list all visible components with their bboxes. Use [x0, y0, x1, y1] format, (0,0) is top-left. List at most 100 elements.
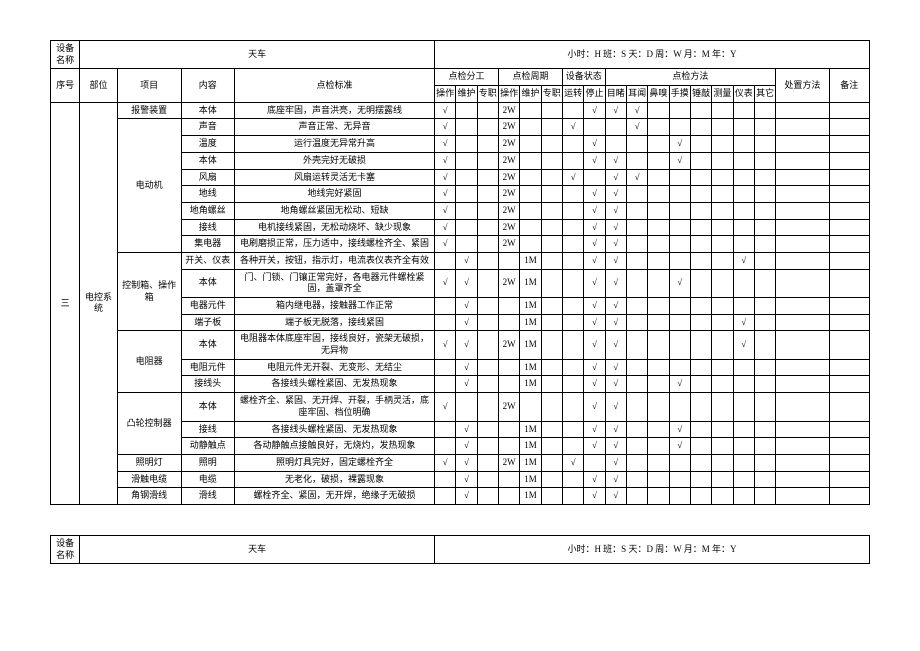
hdr-group-cycle: 点检周期 [498, 69, 562, 86]
check-cell: √ [605, 236, 626, 253]
check-cell [690, 202, 711, 219]
check-cell [477, 471, 498, 488]
check-cell [712, 438, 733, 455]
table-row: 电阻器本体电阻器本体底座牢固，接线良好，瓷架无破损，无异物√√2W1M√√√ [51, 331, 870, 359]
check-cell [434, 488, 455, 505]
check-cell [562, 393, 583, 421]
check-cell [626, 236, 647, 253]
check-cell: √ [605, 454, 626, 471]
check-cell: √ [669, 269, 690, 297]
secondary-header-table: 设备名称 天车 小时：H 班：S 天：D 周：W 月：M 年：Y [50, 535, 870, 564]
content-cell: 接线头 [181, 376, 234, 393]
standard-cell: 电刷磨损正常，压力适中，接线螺栓齐全、紧固 [234, 236, 434, 253]
check-cell: √ [605, 202, 626, 219]
standard-cell: 无老化，破损，裸露现象 [234, 471, 434, 488]
check-cell: √ [605, 269, 626, 297]
check-cell: √ [626, 119, 647, 136]
table-row: 角钢滑线滑线螺栓齐全、紧固，无开焊，绝缘子无破损√1M√√ [51, 488, 870, 505]
dispose-cell [776, 298, 829, 315]
check-cell [669, 359, 690, 376]
check-cell: √ [605, 421, 626, 438]
check-cell [690, 331, 711, 359]
check-cell [434, 359, 455, 376]
check-cell [754, 488, 775, 505]
check-cell [733, 152, 754, 169]
hdr-cycle-op: 操作 [498, 86, 519, 103]
check-cell [754, 454, 775, 471]
check-cell: √ [584, 186, 605, 203]
remark-cell [829, 102, 869, 119]
check-cell: 1M [520, 359, 541, 376]
check-cell: 1M [520, 471, 541, 488]
check-cell [477, 219, 498, 236]
check-cell [690, 471, 711, 488]
check-cell [626, 152, 647, 169]
check-cell [498, 298, 519, 315]
check-cell [669, 488, 690, 505]
check-cell: √ [584, 298, 605, 315]
check-cell [605, 119, 626, 136]
check-cell [541, 359, 562, 376]
dispose-cell [776, 202, 829, 219]
remark-cell [829, 314, 869, 331]
time-legend: 小时：H 班：S 天：D 周：W 月：M 年：Y [434, 41, 869, 69]
check-cell [541, 298, 562, 315]
check-cell [690, 102, 711, 119]
check-cell [648, 186, 669, 203]
check-cell [648, 314, 669, 331]
check-cell [562, 376, 583, 393]
device-name: 天车 [80, 41, 435, 69]
check-cell [434, 421, 455, 438]
hdr-div-maint: 维护 [456, 86, 477, 103]
remark-cell [829, 393, 869, 421]
check-cell [456, 202, 477, 219]
standard-cell: 声音正常、无异音 [234, 119, 434, 136]
content-cell: 地角螺丝 [181, 202, 234, 219]
check-cell [477, 298, 498, 315]
item-cell: 电动机 [117, 119, 181, 253]
check-cell [669, 331, 690, 359]
check-cell [562, 136, 583, 153]
check-cell [648, 488, 669, 505]
check-cell [498, 438, 519, 455]
check-cell: 2W [498, 202, 519, 219]
remark-cell [829, 331, 869, 359]
hdr-group-status: 设备状态 [562, 69, 605, 86]
check-cell [562, 102, 583, 119]
check-cell [754, 471, 775, 488]
check-cell [541, 186, 562, 203]
check-cell [690, 393, 711, 421]
remark-cell [829, 236, 869, 253]
check-cell: √ [605, 298, 626, 315]
check-cell [626, 314, 647, 331]
item-cell: 滑触电缆 [117, 471, 181, 488]
check-cell [690, 119, 711, 136]
check-cell [690, 454, 711, 471]
check-cell [541, 331, 562, 359]
check-cell [562, 219, 583, 236]
check-cell [456, 102, 477, 119]
check-cell [648, 202, 669, 219]
check-cell [712, 186, 733, 203]
check-cell [434, 298, 455, 315]
hdr-remark: 备注 [829, 69, 869, 102]
check-cell [626, 438, 647, 455]
check-cell [562, 298, 583, 315]
dispose-cell [776, 454, 829, 471]
check-cell [669, 186, 690, 203]
check-cell: √ [584, 376, 605, 393]
hdr-part: 部位 [80, 69, 117, 102]
check-cell [498, 359, 519, 376]
check-cell [754, 186, 775, 203]
content-cell: 本体 [181, 393, 234, 421]
check-cell: √ [733, 331, 754, 359]
dispose-cell [776, 331, 829, 359]
standard-cell: 箱内继电器，接触器工作正常 [234, 298, 434, 315]
table-row: 凸轮控制器本体螺栓齐全、紧固、无开焊、开裂，手柄灵活，底座牢固、档位明确√2W√… [51, 393, 870, 421]
check-cell [690, 169, 711, 186]
check-cell: √ [434, 269, 455, 297]
check-cell [733, 219, 754, 236]
check-cell [733, 119, 754, 136]
check-cell: √ [584, 421, 605, 438]
check-cell: √ [584, 152, 605, 169]
